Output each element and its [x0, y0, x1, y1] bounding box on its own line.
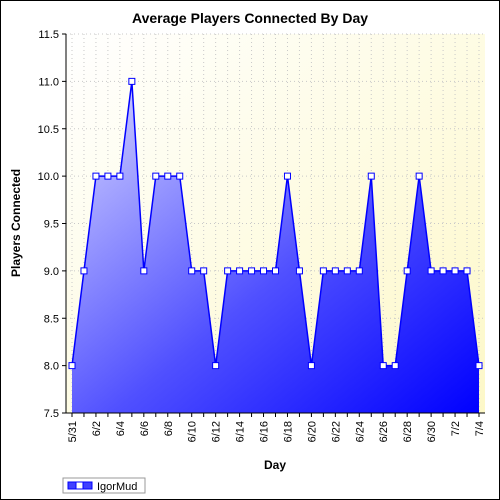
data-point	[152, 172, 160, 180]
data-markers	[68, 77, 483, 370]
x-tick-label: 6/24	[354, 421, 366, 442]
data-point	[295, 267, 303, 275]
y-tick-label: 8.5	[44, 313, 59, 325]
data-point	[128, 77, 136, 85]
data-point	[331, 267, 339, 275]
data-point	[367, 172, 375, 180]
data-point	[415, 172, 423, 180]
data-point	[439, 267, 447, 275]
data-point	[463, 267, 471, 275]
x-tick-label: 6/4	[115, 421, 127, 436]
data-point	[80, 267, 88, 275]
data-point	[68, 362, 76, 370]
x-tick-label: 6/20	[306, 421, 318, 442]
x-tick-label: 6/16	[259, 421, 271, 442]
x-tick-labels: 5/31 6/2 6/4 6/6 6/8 6/10 6/12 6/14 6/16 6/18 6/20…	[67, 421, 486, 442]
data-point	[140, 267, 148, 275]
data-point	[236, 267, 244, 275]
x-tick-label: 7/2	[450, 421, 462, 436]
legend-marker	[75, 481, 84, 490]
y-tick-label: 7.5	[44, 408, 59, 420]
y-tick-label: 11.5	[38, 29, 59, 41]
x-tick-label: 6/2	[91, 421, 103, 436]
data-point	[92, 172, 100, 180]
data-point	[248, 267, 256, 275]
x-tick-label: 7/4	[474, 421, 486, 436]
x-tick-label: 6/30	[426, 421, 438, 442]
y-tick-label: 10.5	[38, 124, 59, 136]
series-area	[72, 81, 479, 413]
x-tick-label: 6/26	[378, 421, 390, 442]
data-point	[176, 172, 184, 180]
y-tick-label: 8.0	[44, 361, 59, 373]
data-point	[283, 172, 291, 180]
data-point	[355, 267, 363, 275]
axes	[62, 33, 485, 417]
data-point	[307, 362, 315, 370]
data-point	[403, 267, 411, 275]
data-point	[260, 267, 268, 275]
data-point	[343, 267, 351, 275]
data-point	[451, 267, 459, 275]
y-tick-label: 9.0	[44, 266, 59, 278]
x-tick-label: 6/8	[163, 421, 175, 436]
y-tick-label: 10.0	[38, 171, 59, 183]
data-point	[272, 267, 279, 275]
x-tick-label: 6/28	[402, 421, 414, 442]
x-tick-label: 6/22	[330, 421, 342, 442]
chart-title: Average Players Connected By Day	[132, 10, 368, 26]
x-tick-label: 5/31	[67, 421, 79, 442]
data-point	[379, 362, 387, 370]
y-axis-title: Players Connected	[9, 169, 23, 277]
x-tick-label: 6/10	[187, 421, 199, 442]
data-point	[200, 267, 208, 275]
data-point	[224, 267, 232, 275]
legend-label: IgorMud	[97, 481, 137, 493]
x-axis-title: Day	[264, 458, 286, 472]
x-tick-label: 6/18	[282, 421, 294, 442]
x-tick-label: 6/12	[211, 421, 223, 442]
data-point	[104, 172, 112, 180]
legend: IgorMud	[62, 477, 146, 494]
data-point	[212, 362, 220, 370]
y-tick-label: 9.5	[44, 219, 59, 231]
data-point	[319, 267, 327, 275]
x-tick-label: 6/6	[139, 421, 151, 436]
data-point	[391, 362, 399, 370]
data-point	[116, 172, 124, 180]
data-point	[164, 172, 172, 180]
x-tick-label: 6/14	[235, 421, 247, 442]
data-point	[188, 267, 196, 275]
data-point	[427, 267, 435, 275]
y-tick-label: 11.0	[38, 76, 59, 88]
data-point	[475, 362, 483, 370]
y-tick-labels: 7.5 8.0 8.5 9.0 9.5 10.0 10.5 11.0 11.5	[38, 29, 59, 420]
